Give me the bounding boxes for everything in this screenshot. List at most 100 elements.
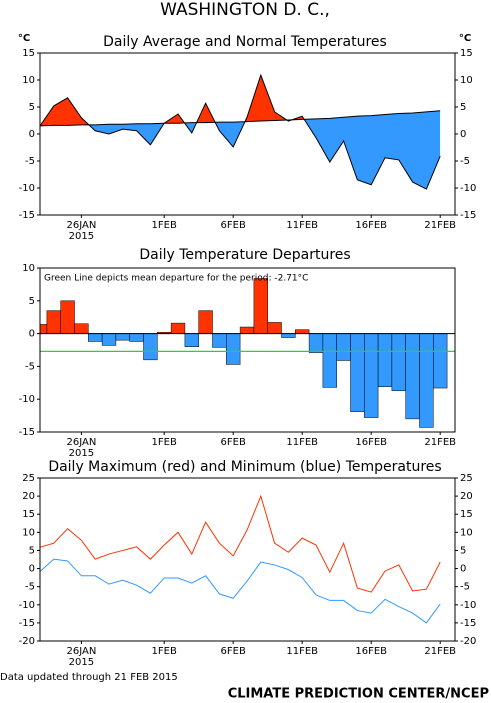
y-tick-label: 0: [460, 564, 466, 575]
bar: [295, 329, 310, 334]
y-tick-label: 15: [460, 48, 473, 59]
y-tick-label: 0: [460, 129, 466, 140]
y-tick-label: -20: [19, 636, 35, 647]
y-tick-label: -10: [19, 183, 35, 194]
y-tick-label: -5: [460, 582, 470, 593]
y-tick-label: -5: [25, 582, 35, 593]
x-tick-label: 16FEB: [355, 646, 387, 657]
y-tick-label: -15: [19, 618, 35, 629]
y-tick-label: -15: [460, 618, 476, 629]
x-year-label: 2015: [69, 657, 94, 668]
y-tick-label: 5: [460, 102, 466, 113]
departure-fill: [40, 110, 441, 190]
x-tick-label: 21FEB: [424, 437, 456, 448]
x-tick-label: 21FEB: [424, 646, 456, 657]
x-tick-label: 1FEB: [152, 437, 177, 448]
x-tick-label: 6FEB: [221, 220, 246, 231]
bar: [267, 322, 282, 334]
bar: [322, 333, 337, 388]
x-tick-label: 26JAN: [66, 646, 96, 657]
temperature-line: [39, 73, 441, 190]
bar: [184, 333, 199, 347]
bar: [74, 323, 89, 334]
credit: CLIMATE PREDICTION CENTER/NCEP: [228, 687, 489, 702]
y-tick-label: 25: [22, 473, 35, 484]
bar: [198, 310, 213, 334]
y-tick-label: -5: [25, 156, 35, 167]
y-tick-label: 5: [29, 296, 35, 307]
y-tick-label: 0: [29, 129, 35, 140]
y-tick-label: 25: [460, 473, 473, 484]
y-tick-label: -5: [460, 156, 470, 167]
y-tick-label: 15: [460, 509, 473, 520]
y-tick-label: 10: [460, 527, 473, 538]
bar: [39, 324, 48, 334]
y-tick-label: 20: [22, 491, 35, 502]
y-axis-label: °C: [18, 33, 30, 44]
y-tick-label: 10: [460, 75, 473, 86]
x-tick-label: 11FEB: [286, 646, 318, 657]
bar: [308, 333, 324, 353]
bar: [419, 333, 434, 428]
bar: [391, 333, 406, 391]
y-tick-label: 5: [29, 102, 35, 113]
y-tick-label: -10: [460, 183, 476, 194]
bar: [101, 333, 117, 346]
y-tick-label: -10: [19, 600, 35, 611]
bar: [226, 333, 241, 365]
x-year-label: 2015: [69, 448, 94, 459]
y-tick-label: 10: [22, 527, 35, 538]
y-tick-label: -15: [460, 210, 476, 221]
bar: [115, 333, 130, 341]
x-tick-label: 11FEB: [286, 220, 318, 231]
plot-frame: [39, 477, 456, 642]
bar: [88, 333, 103, 342]
temperature-line: [39, 494, 441, 593]
bar: [170, 322, 186, 334]
x-tick-label: 16FEB: [355, 220, 387, 231]
bar: [405, 333, 420, 420]
y-tick-label: 10: [22, 263, 35, 274]
y-tick-label: 10: [22, 75, 35, 86]
x-tick-label: 1FEB: [152, 646, 177, 657]
x-tick-label: 6FEB: [221, 646, 246, 657]
x-tick-label: 1FEB: [152, 220, 177, 231]
bar: [281, 333, 296, 338]
plot-frame: [39, 267, 456, 433]
temperature-line: [39, 558, 441, 624]
x-tick-label: 6FEB: [221, 437, 246, 448]
y-axis-label: °C: [459, 33, 471, 44]
update-note: Data updated through 21 FEB 2015: [0, 672, 178, 683]
page-title: WASHINGTON D. C.,: [160, 0, 330, 20]
panel-title: Daily Maximum (red) and Minimum (blue) T…: [48, 459, 441, 475]
y-tick-label: 0: [29, 329, 35, 340]
bar: [377, 333, 393, 387]
bar: [433, 333, 448, 389]
x-tick-label: 16FEB: [355, 437, 387, 448]
bar: [336, 333, 351, 361]
plot-frame: [39, 52, 456, 216]
bar: [129, 333, 144, 342]
y-tick-label: 5: [460, 545, 466, 556]
bar: [46, 310, 61, 334]
x-tick-label: 21FEB: [424, 220, 456, 231]
y-tick-label: 15: [22, 48, 35, 59]
x-tick-label: 11FEB: [286, 437, 318, 448]
x-tick-label: 26JAN: [66, 220, 96, 231]
y-tick-label: -15: [19, 210, 35, 221]
y-tick-label: -15: [19, 427, 35, 438]
bar: [239, 326, 255, 334]
y-tick-label: -10: [19, 394, 35, 405]
y-tick-label: 5: [29, 545, 35, 556]
panel-title: Daily Average and Normal Temperatures: [103, 34, 387, 50]
y-tick-label: -10: [460, 600, 476, 611]
bar: [212, 333, 227, 348]
x-year-label: 2015: [69, 231, 94, 242]
y-tick-label: -20: [460, 636, 476, 647]
y-tick-label: 15: [22, 509, 35, 520]
bar: [253, 278, 268, 334]
bar: [364, 333, 379, 418]
y-tick-label: -5: [25, 361, 35, 372]
annotation: Green Line depicts mean departure for th…: [44, 274, 308, 284]
